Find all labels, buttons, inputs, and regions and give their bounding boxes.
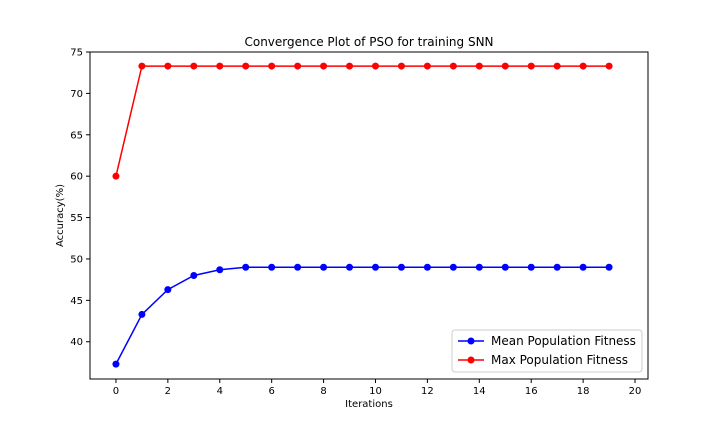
y-axis-ticks: 40 45 50 55 60 65 70 75	[70, 48, 90, 348]
x-axis-label: Iterations	[345, 399, 393, 410]
x-tick-label: 12	[421, 386, 434, 397]
y-axis-label: Accuracy(%)	[55, 184, 66, 247]
series-line-max-population-fitness	[115, 65, 610, 177]
data-point-mean-population-fitness	[190, 272, 198, 280]
data-point-max-population-fitness	[320, 62, 328, 70]
legend-label-mean: Mean Population Fitness	[491, 334, 636, 348]
x-tick-label: 2	[165, 386, 171, 397]
data-point-mean-population-fitness	[501, 263, 509, 271]
data-point-mean-population-fitness	[371, 263, 379, 271]
data-point-mean-population-fitness	[579, 263, 587, 271]
data-point-max-population-fitness	[190, 62, 198, 70]
chart-title: Convergence Plot of PSO for training SNN	[244, 35, 493, 49]
x-tick-label: 0	[113, 386, 119, 397]
legend-box	[451, 329, 643, 373]
legend-label-max: Max Population Fitness	[491, 353, 628, 367]
data-point-max-population-fitness	[579, 62, 587, 70]
x-tick-label: 18	[577, 386, 590, 397]
x-tick-label: 14	[473, 386, 486, 397]
y-tick-label: 65	[70, 130, 83, 141]
legend: Mean Population Fitness Max Population F…	[451, 329, 643, 373]
legend-marker-max	[467, 356, 475, 364]
data-point-max-population-fitness	[449, 62, 457, 70]
data-point-max-population-fitness	[527, 62, 535, 70]
data-point-max-population-fitness	[268, 62, 276, 70]
data-point-mean-population-fitness	[475, 263, 483, 271]
data-point-mean-population-fitness	[216, 266, 224, 274]
data-point-max-population-fitness	[138, 62, 146, 70]
legend-marker-mean	[467, 337, 475, 345]
y-tick-label: 55	[70, 213, 83, 224]
x-tick-label: 8	[320, 386, 326, 397]
data-point-mean-population-fitness	[164, 286, 172, 294]
data-point-mean-population-fitness	[346, 263, 354, 271]
data-point-mean-population-fitness	[527, 263, 535, 271]
data-point-max-population-fitness	[371, 62, 379, 70]
data-point-mean-population-fitness	[553, 263, 561, 271]
data-point-max-population-fitness	[423, 62, 431, 70]
data-point-max-population-fitness	[294, 62, 302, 70]
data-point-mean-population-fitness	[397, 263, 405, 271]
x-axis-ticks: 0 2 4 6 8 10 12 14 16 18 20	[113, 379, 642, 397]
plot-area	[89, 51, 649, 380]
data-point-max-population-fitness	[605, 62, 613, 70]
x-tick-label: 20	[629, 386, 642, 397]
data-point-max-population-fitness	[553, 62, 561, 70]
series-layer	[112, 62, 613, 368]
x-tick-label: 6	[268, 386, 274, 397]
y-tick-label: 70	[70, 89, 83, 100]
data-point-mean-population-fitness	[112, 360, 120, 368]
y-tick-label: 45	[70, 296, 83, 307]
data-point-mean-population-fitness	[449, 263, 457, 271]
y-tick-label: 75	[70, 48, 83, 59]
data-point-max-population-fitness	[397, 62, 405, 70]
data-point-mean-population-fitness	[242, 263, 250, 271]
data-point-max-population-fitness	[216, 62, 224, 70]
data-point-mean-population-fitness	[605, 263, 613, 271]
x-tick-label: 4	[217, 386, 223, 397]
legend-entry-max: Max Population Fitness	[458, 353, 628, 367]
x-tick-label: 10	[369, 386, 382, 397]
data-point-mean-population-fitness	[138, 310, 146, 318]
data-point-max-population-fitness	[112, 172, 120, 180]
data-point-max-population-fitness	[164, 62, 172, 70]
data-point-mean-population-fitness	[320, 263, 328, 271]
data-point-max-population-fitness	[242, 62, 250, 70]
y-tick-label: 60	[70, 172, 83, 183]
x-tick-label: 16	[525, 386, 538, 397]
data-point-mean-population-fitness	[268, 263, 276, 271]
data-point-max-population-fitness	[346, 62, 354, 70]
y-tick-label: 40	[70, 337, 83, 348]
y-tick-label: 50	[70, 254, 83, 265]
data-point-mean-population-fitness	[294, 263, 302, 271]
series-line-mean-population-fitness	[115, 266, 610, 365]
data-point-mean-population-fitness	[423, 263, 431, 271]
data-point-max-population-fitness	[501, 62, 509, 70]
data-point-max-population-fitness	[475, 62, 483, 70]
axes-frame	[89, 51, 649, 380]
legend-entry-mean: Mean Population Fitness	[458, 334, 636, 348]
